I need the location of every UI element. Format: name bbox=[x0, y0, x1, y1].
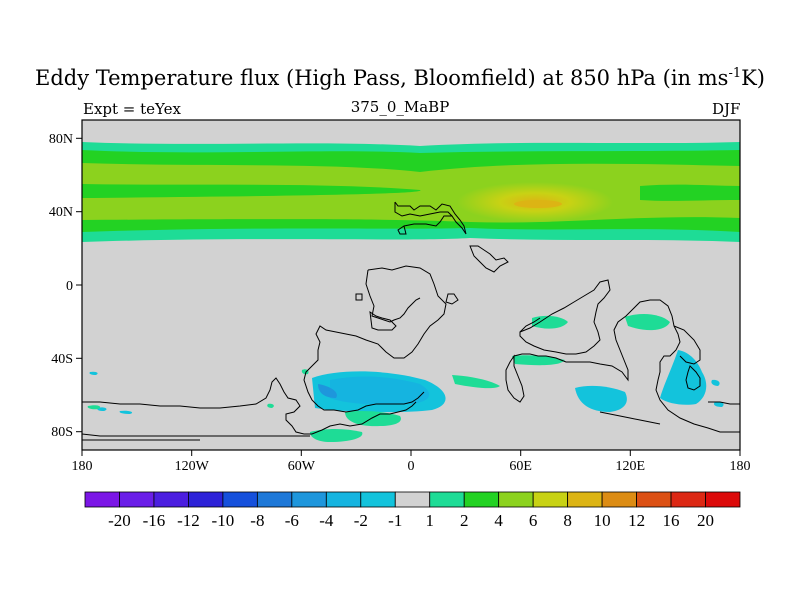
x-tick-label: 180 bbox=[730, 459, 751, 474]
colorbar-label: -1 bbox=[388, 511, 402, 530]
x-tick-label: 120E bbox=[616, 459, 646, 474]
x-tick-label: 0 bbox=[408, 459, 415, 474]
x-tick-label: 60E bbox=[509, 459, 532, 474]
colorbar-label: -4 bbox=[319, 511, 334, 530]
y-tick-label: 80S bbox=[51, 425, 73, 440]
colorbar-label: -16 bbox=[143, 511, 166, 530]
colorbar-label: -6 bbox=[285, 511, 299, 530]
plot-title: Eddy Temperature flux (High Pass, Bloomf… bbox=[34, 66, 765, 90]
colorbar-swatch bbox=[84, 491, 120, 508]
x-tick-label: 180 bbox=[72, 459, 93, 474]
axis-ticks bbox=[76, 137, 741, 456]
colorbar-swatch bbox=[291, 491, 327, 508]
colorbar-label: 20 bbox=[697, 511, 714, 530]
y-tick-label: 80N bbox=[49, 132, 73, 147]
sh-positive-patches bbox=[87, 314, 670, 442]
y-axis-labels: 80N 40N 0 40S 80S bbox=[49, 132, 73, 440]
colorbar-swatch bbox=[463, 491, 500, 508]
colorbar-swatch bbox=[153, 491, 189, 508]
y-tick-label: 40S bbox=[51, 352, 73, 367]
colorbar-label: 1 bbox=[425, 511, 434, 530]
colorbar-label: 10 bbox=[594, 511, 611, 530]
colorbar-label: 6 bbox=[529, 511, 538, 530]
period-label: 375_0_MaBP bbox=[350, 98, 450, 116]
colorbar-label: 12 bbox=[628, 511, 645, 530]
y-tick-label: 40N bbox=[49, 205, 73, 220]
colorbar-swatch bbox=[532, 491, 569, 508]
colorbar: -20 -16 -12 -10 -8 -6 -4 -2 -1 1 2 4 6 8 10 12 16 20 bbox=[84, 491, 741, 530]
contour-field bbox=[82, 142, 740, 442]
colorbar-swatch bbox=[256, 491, 293, 508]
colorbar-swatch bbox=[394, 491, 431, 508]
colorbar-swatch bbox=[670, 491, 706, 508]
colorbar-label: -8 bbox=[250, 511, 264, 530]
colorbar-label: -20 bbox=[108, 511, 131, 530]
season-label: DJF bbox=[712, 100, 741, 118]
x-tick-label: 120W bbox=[175, 459, 210, 474]
colorbar-swatch bbox=[429, 491, 465, 508]
colorbar-label: 2 bbox=[460, 511, 469, 530]
x-tick-label: 60W bbox=[288, 459, 316, 474]
colorbar-label: 8 bbox=[563, 511, 572, 530]
colorbar-label: 16 bbox=[663, 511, 680, 530]
colorbar-swatch bbox=[360, 491, 396, 508]
colorbar-swatch bbox=[325, 491, 362, 508]
colorbar-swatch bbox=[498, 491, 534, 508]
colorbar-swatch bbox=[222, 491, 258, 508]
experiment-label: Expt = teYex bbox=[83, 100, 181, 118]
colorbar-swatch bbox=[601, 491, 637, 508]
colorbar-label: -10 bbox=[212, 511, 235, 530]
continent-outlines bbox=[82, 201, 740, 441]
colorbar-label: 4 bbox=[494, 511, 503, 530]
y-tick-label: 0 bbox=[66, 279, 73, 294]
colorbar-swatch bbox=[705, 491, 741, 508]
colorbar-swatch bbox=[567, 491, 603, 508]
colorbar-swatch bbox=[188, 491, 224, 508]
colorbar-swatch bbox=[636, 491, 672, 508]
colorbar-label: -12 bbox=[177, 511, 200, 530]
colorbar-swatch bbox=[119, 491, 155, 508]
x-axis-labels: 180 120W 60W 0 60E 120E 180 bbox=[72, 459, 751, 474]
nh-storm-track-band bbox=[82, 142, 740, 242]
colorbar-label: -2 bbox=[354, 511, 368, 530]
